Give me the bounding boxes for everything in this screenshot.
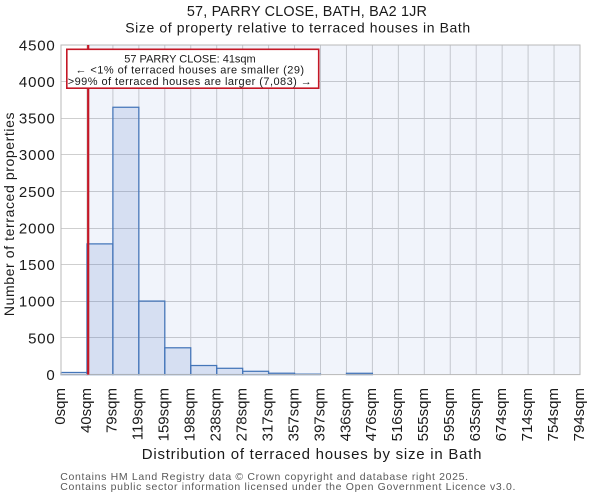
- svg-text:0: 0: [46, 367, 55, 384]
- svg-text:0sqm: 0sqm: [52, 388, 69, 425]
- svg-text:57 PARRY CLOSE: 41sqm: 57 PARRY CLOSE: 41sqm: [124, 53, 255, 65]
- svg-text:595sqm: 595sqm: [441, 388, 458, 441]
- svg-text:57, PARRY CLOSE, BATH, BA2 1JR: 57, PARRY CLOSE, BATH, BA2 1JR: [187, 4, 427, 20]
- svg-text:754sqm: 754sqm: [545, 388, 562, 441]
- svg-text:397sqm: 397sqm: [311, 388, 328, 441]
- svg-text:Size of property relative to t: Size of property relative to terraced ho…: [125, 19, 471, 35]
- svg-text:1000: 1000: [19, 294, 56, 311]
- svg-text:198sqm: 198sqm: [182, 388, 199, 441]
- svg-text:79sqm: 79sqm: [104, 388, 121, 433]
- svg-text:Contains HM Land Registry data: Contains HM Land Registry data © Crown c…: [60, 471, 468, 483]
- svg-text:>99% of terraced houses are la: >99% of terraced houses are larger (7,08…: [68, 76, 313, 88]
- svg-text:← <1% of terraced houses are s: ← <1% of terraced houses are smaller (29…: [75, 64, 304, 76]
- svg-text:714sqm: 714sqm: [519, 388, 536, 441]
- svg-text:476sqm: 476sqm: [363, 388, 380, 441]
- svg-text:357sqm: 357sqm: [285, 388, 302, 441]
- svg-text:2500: 2500: [19, 184, 56, 201]
- svg-text:516sqm: 516sqm: [389, 388, 406, 441]
- svg-text:Distribution of terraced house: Distribution of terraced houses by size …: [142, 446, 482, 463]
- svg-text:500: 500: [28, 330, 55, 347]
- svg-text:635sqm: 635sqm: [467, 388, 484, 441]
- svg-text:3500: 3500: [19, 111, 56, 128]
- svg-text:238sqm: 238sqm: [208, 388, 225, 441]
- svg-text:436sqm: 436sqm: [337, 388, 354, 441]
- svg-text:Number of terraced properties: Number of terraced properties: [1, 112, 17, 316]
- svg-text:4000: 4000: [19, 74, 56, 91]
- svg-text:555sqm: 555sqm: [415, 388, 432, 441]
- svg-text:794sqm: 794sqm: [571, 388, 588, 441]
- svg-text:119sqm: 119sqm: [130, 388, 147, 440]
- svg-text:4500: 4500: [19, 37, 56, 54]
- svg-text:317sqm: 317sqm: [259, 388, 276, 441]
- svg-text:278sqm: 278sqm: [233, 388, 250, 441]
- svg-text:674sqm: 674sqm: [493, 388, 510, 441]
- svg-text:1500: 1500: [19, 257, 56, 274]
- svg-text:Contains public sector informa: Contains public sector information licen…: [60, 481, 516, 493]
- svg-text:2000: 2000: [19, 221, 56, 238]
- svg-text:40sqm: 40sqm: [78, 388, 95, 433]
- svg-text:3000: 3000: [19, 147, 56, 164]
- svg-text:159sqm: 159sqm: [156, 388, 173, 441]
